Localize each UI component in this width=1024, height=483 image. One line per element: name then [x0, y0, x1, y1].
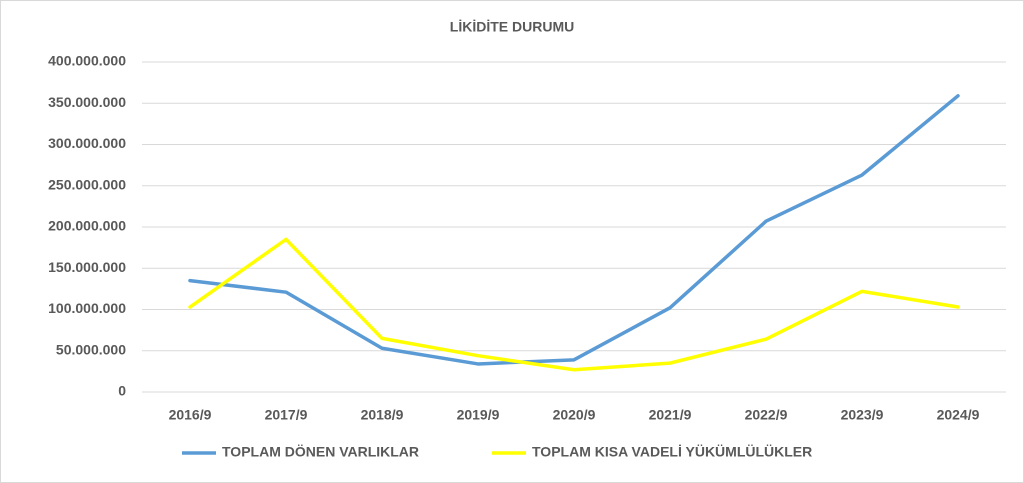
y-tick-label: 0	[118, 383, 126, 399]
x-tick-label: 2024/9	[937, 407, 980, 423]
x-tick-label: 2023/9	[841, 407, 884, 423]
y-tick-label: 50.000.000	[56, 341, 126, 357]
data-line	[188, 237, 960, 372]
y-tick-label: 400.000.000	[48, 53, 126, 69]
x-tick-label: 2022/9	[745, 407, 788, 423]
y-tick-label: 350.000.000	[48, 94, 126, 110]
x-tick-label: 2021/9	[649, 407, 692, 423]
legend-label: TOPLAM DÖNEN VARLIKLAR	[222, 444, 419, 460]
data-line	[188, 94, 960, 366]
y-tick-label: 300.000.000	[48, 135, 126, 151]
chart-title: LİKİDİTE DURUMU	[450, 19, 574, 35]
x-tick-label: 2016/9	[169, 407, 212, 423]
x-tick-label: 2017/9	[265, 407, 308, 423]
y-tick-label: 250.000.000	[48, 176, 126, 192]
y-tick-label: 150.000.000	[48, 259, 126, 275]
legend-label: TOPLAM KISA VADELİ YÜKÜMLÜLÜKLER	[532, 444, 812, 460]
y-tick-label: 100.000.000	[48, 300, 126, 316]
y-tick-label: 200.000.000	[48, 218, 126, 234]
x-tick-label: 2020/9	[553, 407, 596, 423]
x-tick-label: 2019/9	[457, 407, 500, 423]
x-tick-label: 2018/9	[361, 407, 404, 423]
